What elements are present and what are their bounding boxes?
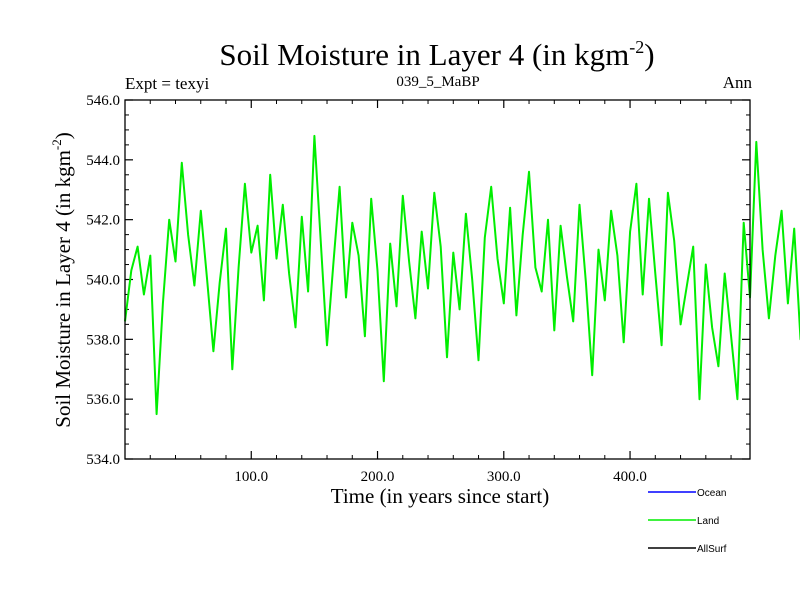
- y-tick-label: 534.0: [86, 452, 120, 468]
- series-layer: [124, 134, 800, 416]
- plot-frame: [124, 99, 751, 460]
- y-tick-label: 544.0: [86, 153, 120, 169]
- legend-label-allsurf: AllSurf: [697, 544, 727, 555]
- series-line-land: [124, 134, 800, 416]
- x-tick-label: 100.0: [234, 469, 268, 485]
- legend-label-ocean: Ocean: [697, 488, 726, 499]
- y-tick-label: 540.0: [86, 273, 120, 289]
- y-tick-label: 542.0: [86, 213, 120, 229]
- chart-title: Soil Moisture in Layer 4 (in kgm-2): [219, 37, 654, 72]
- experiment-label: Expt = texyi: [125, 74, 209, 93]
- season-label: Ann: [723, 73, 753, 92]
- run-label: 039_5_MaBP: [396, 74, 479, 90]
- x-axis-label: Time (in years since start): [331, 484, 550, 508]
- x-tick-label: 200.0: [361, 469, 395, 485]
- x-tick-label: 300.0: [487, 469, 521, 485]
- legend: Ocean Land AllSurf: [648, 488, 727, 555]
- x-tick-label: 400.0: [613, 469, 647, 485]
- y-tick-label: 536.0: [86, 392, 120, 408]
- x-axis-ticks: 100.0 200.0 300.0 400.0: [149, 100, 732, 485]
- y-tick-label: 546.0: [86, 93, 120, 109]
- y-tick-label: 538.0: [86, 332, 120, 348]
- y-axis-label: Soil Moisture in Layer 4 (in kgm-2): [49, 132, 75, 427]
- y-axis-ticks: 534.0 536.0 538.0 540.0 542.0 544.0 546.0: [86, 93, 750, 468]
- legend-label-land: Land: [697, 516, 719, 527]
